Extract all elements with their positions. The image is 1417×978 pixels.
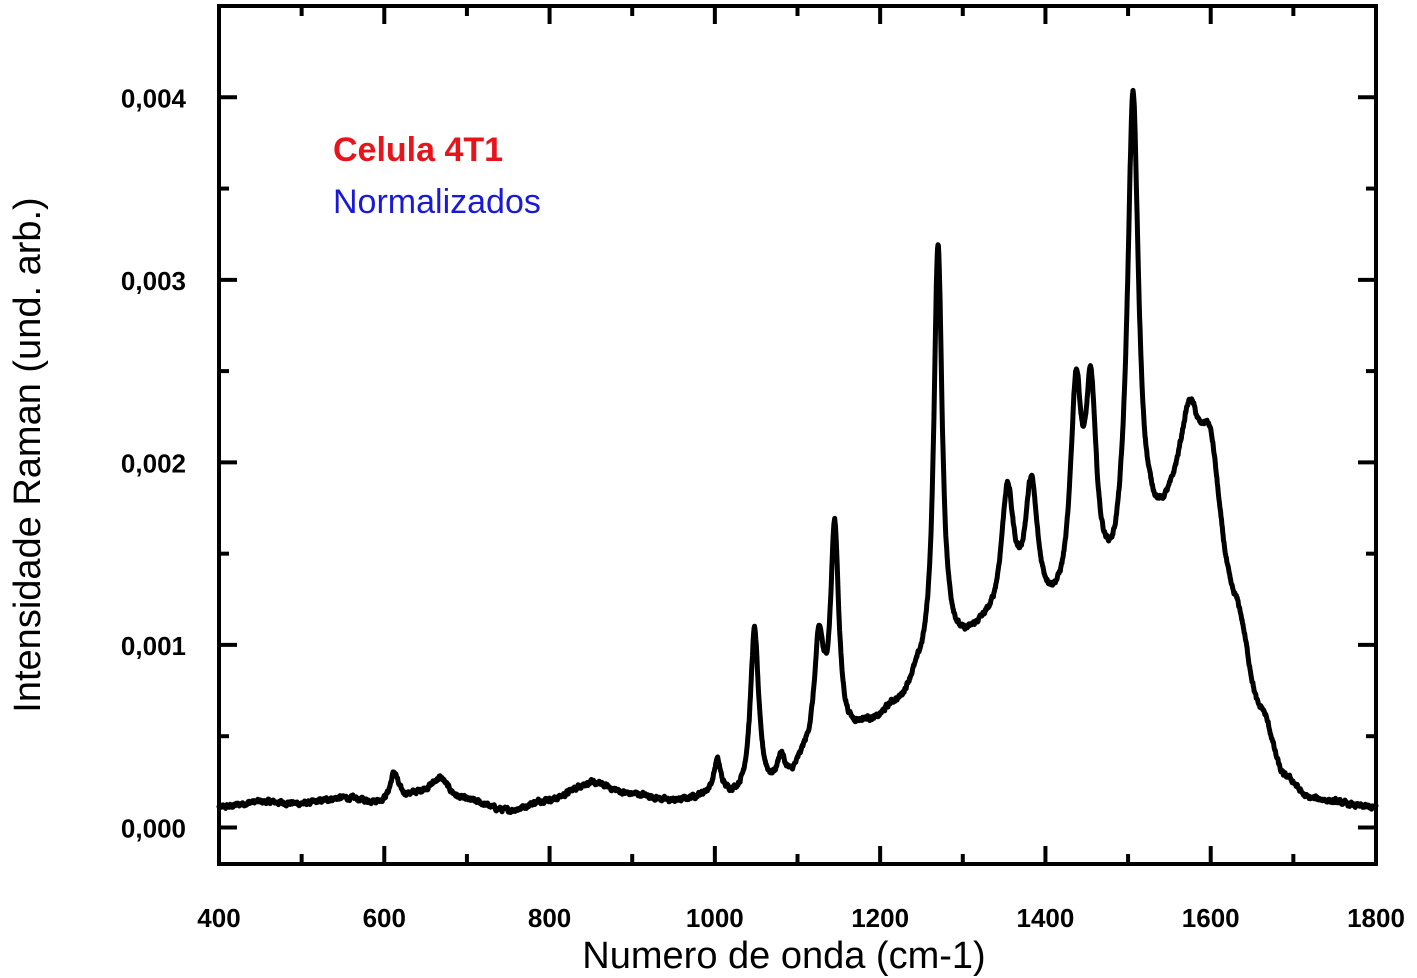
x-tick-label: 600 (363, 903, 406, 933)
axis-tick-labels: 400 600 800 1000 1200 1400 1600 1800 0,000 0,001 0… (121, 83, 1405, 933)
plot-frame (217, 4, 1378, 866)
legend-normalized-label: Normalizados (333, 183, 541, 221)
x-tick-label: 1800 (1347, 903, 1405, 933)
x-tick-label: 1000 (686, 903, 744, 933)
x-tick-label: 1600 (1182, 903, 1240, 933)
y-tick-label: 0,002 (121, 448, 186, 478)
y-tick-label: 0,000 (121, 813, 186, 843)
y-tick-label: 0,003 (121, 266, 186, 296)
y-tick-label: 0,004 (121, 83, 187, 113)
x-axis-title: Numero de onda (cm-1) (582, 935, 985, 977)
spectrum-series-line (216, 87, 1379, 815)
legend-cell-line-label: Celula 4T1 (333, 131, 503, 169)
x-tick-label: 1400 (1017, 903, 1075, 933)
x-tick-label: 1200 (851, 903, 909, 933)
x-tick-label: 800 (528, 903, 571, 933)
x-tick-label: 400 (197, 903, 240, 933)
y-tick-label: 0,001 (121, 631, 186, 661)
y-axis-title: Intensidade Raman (und. arb.) (7, 197, 49, 712)
